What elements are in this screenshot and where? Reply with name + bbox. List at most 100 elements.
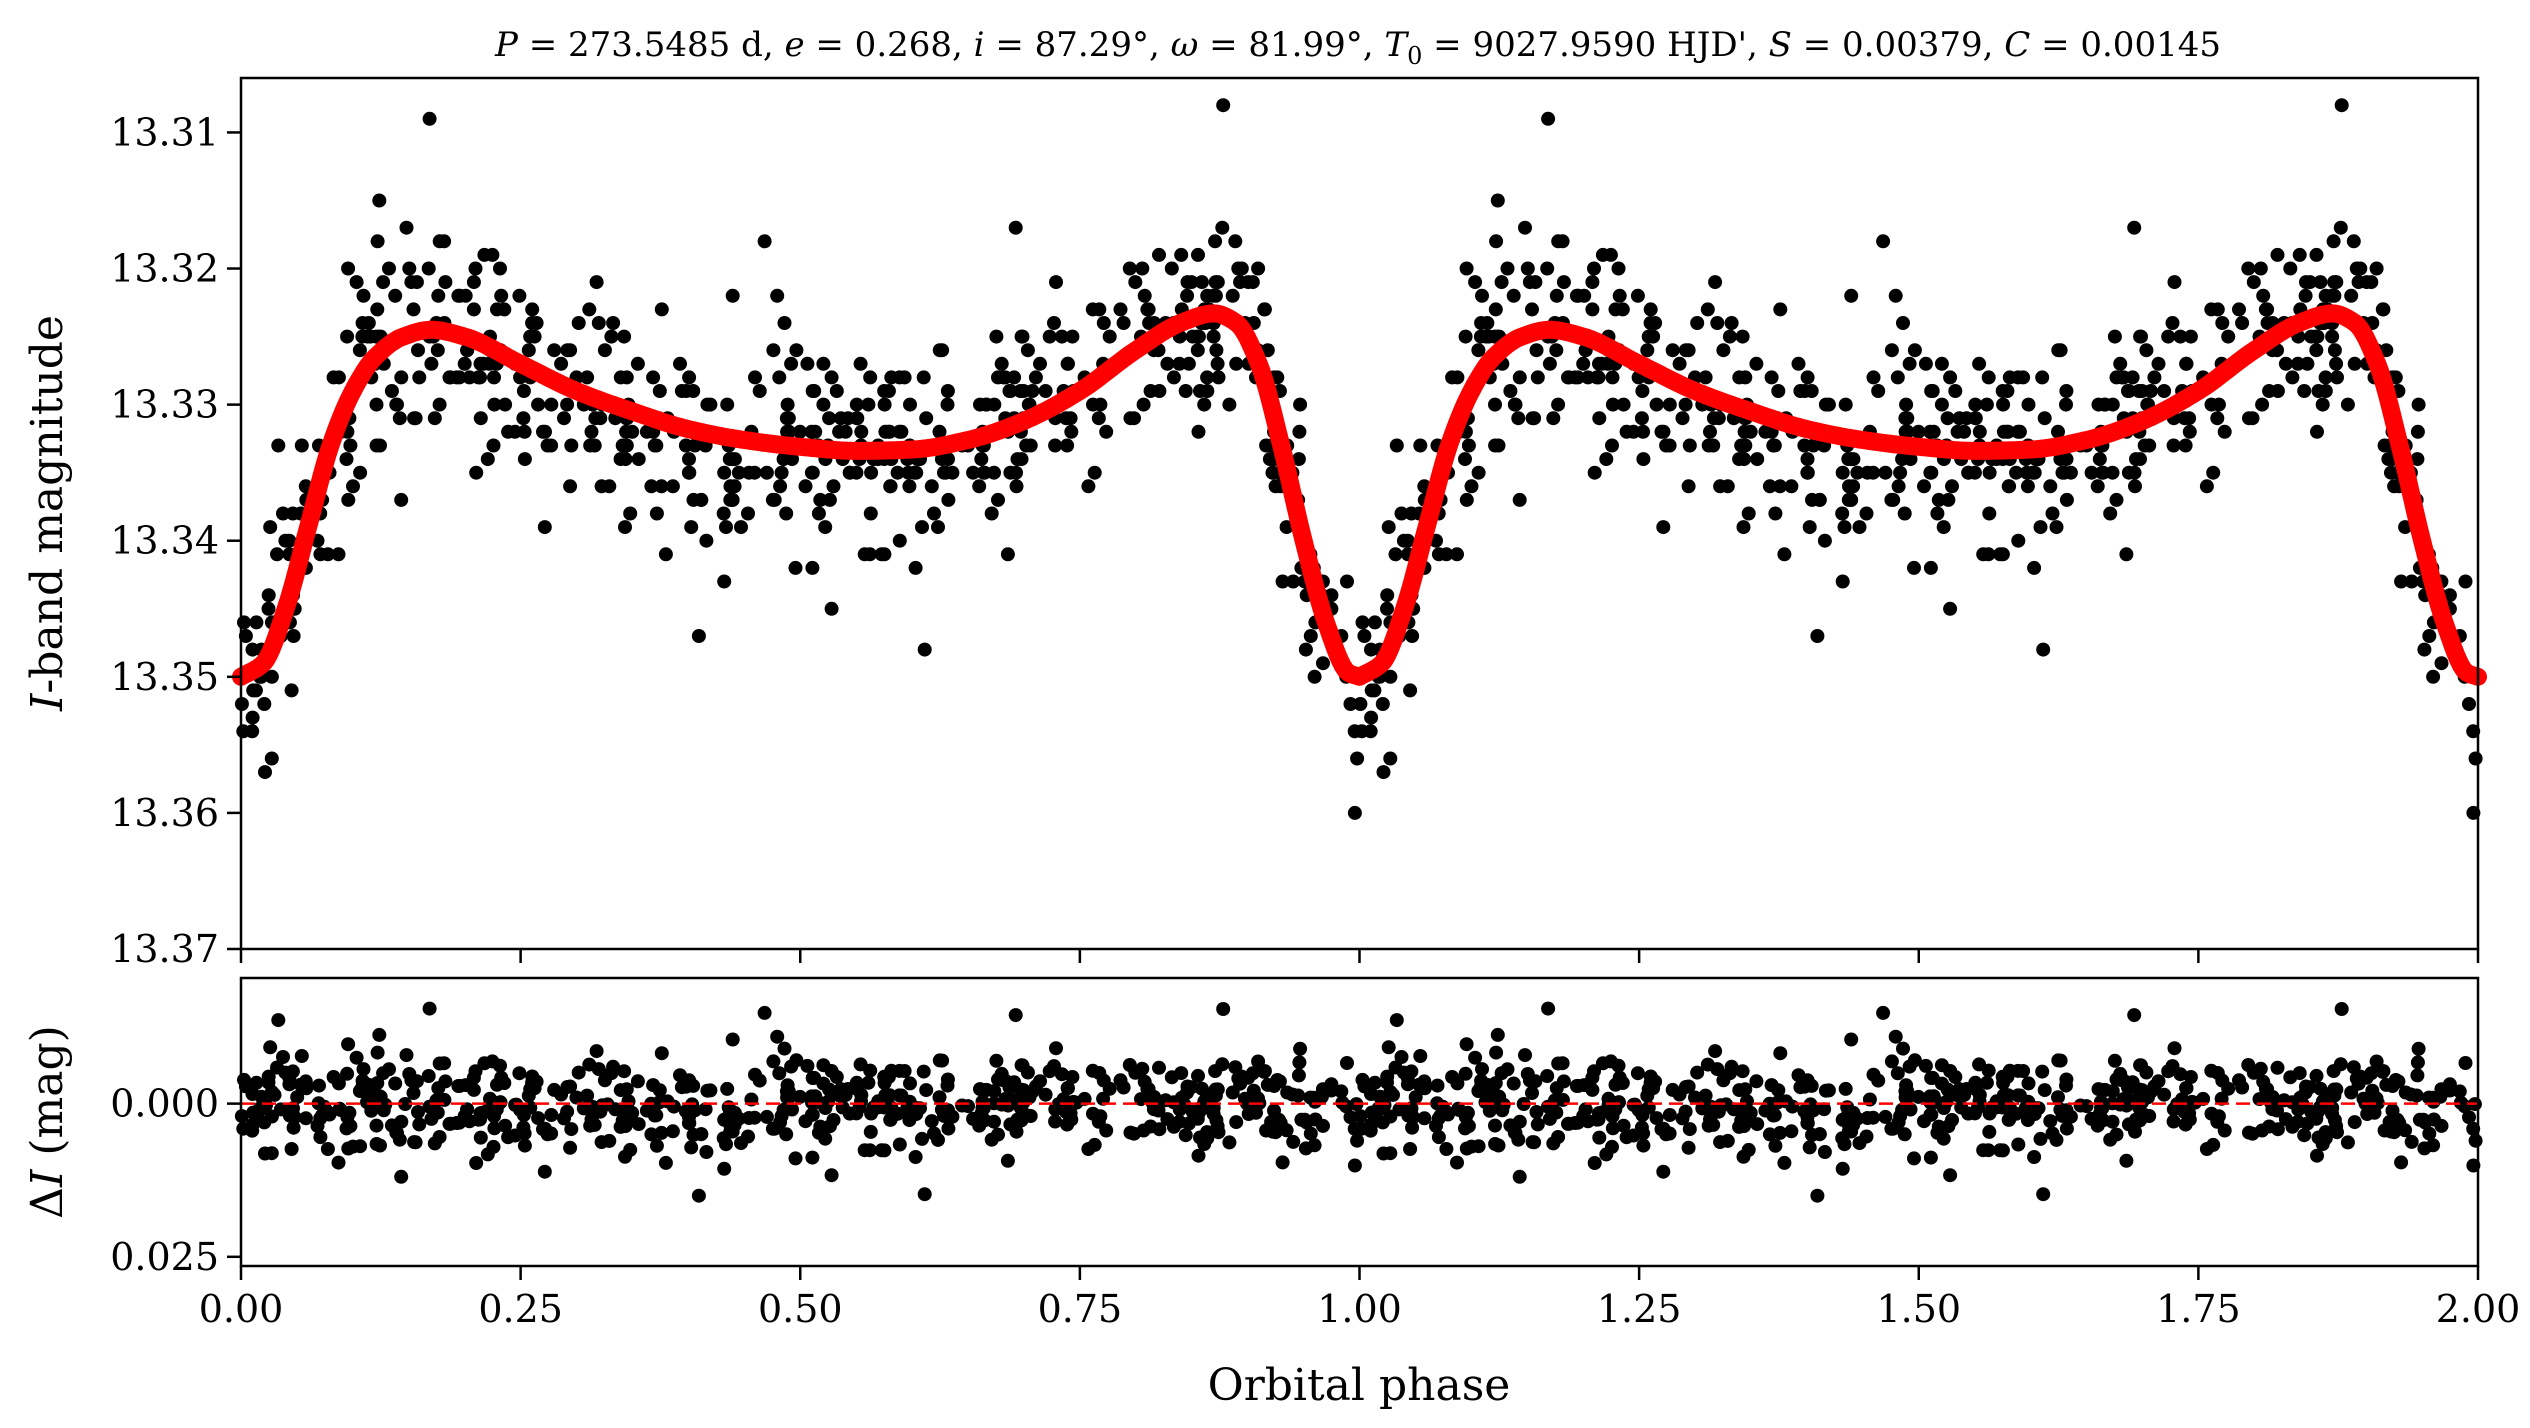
observation-points: [234, 98, 2483, 820]
observation-point: [284, 683, 299, 698]
residual-point: [1239, 1096, 1254, 1111]
observation-point: [747, 465, 762, 480]
x-tick-label: 0.00: [199, 1287, 284, 1331]
observation-point: [432, 397, 447, 412]
observation-point: [2157, 384, 2172, 398]
observation-point: [1722, 329, 1737, 344]
observation-point: [779, 506, 794, 521]
observation-point: [623, 506, 638, 521]
observation-point: [897, 370, 912, 385]
observation-point: [2016, 370, 2031, 385]
residual-point: [2059, 1103, 2074, 1118]
observation-point: [237, 615, 251, 630]
residual-point: [1835, 1112, 1850, 1127]
observation-point: [2121, 384, 2135, 398]
observation-point: [2422, 629, 2437, 643]
observation-point: [1316, 656, 1330, 671]
y-tick-label: 0.025: [110, 1235, 219, 1279]
observation-point: [877, 547, 892, 562]
residual-point: [1803, 1097, 1818, 1112]
residual-point: [1408, 1090, 1423, 1105]
residual-point: [987, 1084, 1002, 1099]
residual-point: [1475, 1062, 1489, 1077]
observation-point: [1713, 479, 1728, 494]
observation-point: [1972, 356, 1987, 371]
observation-point: [2329, 356, 2344, 371]
observation-point: [1527, 411, 1542, 426]
residual-point: [1999, 1088, 2014, 1103]
residual-point: [298, 1111, 313, 1126]
residual-point: [2027, 1150, 2042, 1164]
residual-point: [569, 1090, 584, 1105]
observation-point: [822, 492, 837, 507]
observation-point: [1773, 479, 1787, 494]
residual-point: [915, 1131, 929, 1146]
observation-point: [1500, 261, 1515, 276]
observation-point: [725, 492, 740, 507]
observation-point: [390, 397, 404, 412]
observation-point: [1907, 560, 1921, 575]
residual-point: [822, 1119, 837, 1134]
observation-point: [261, 601, 276, 616]
observation-point: [1275, 574, 1290, 589]
observation-point: [1940, 411, 1955, 426]
observation-point: [2253, 261, 2268, 276]
residual-point: [618, 1149, 632, 1164]
residual-point: [842, 1106, 857, 1121]
observation-point: [613, 370, 628, 385]
residual-point: [613, 1119, 628, 1134]
residual-point: [557, 1111, 571, 1126]
residual-point: [487, 1121, 502, 1136]
observation-point: [2009, 465, 2024, 480]
observation-point: [1981, 547, 1996, 562]
residual-point: [1948, 1070, 1963, 1084]
observation-point: [2327, 275, 2342, 290]
residual-point: [399, 1048, 414, 1063]
residual-point: [2059, 1072, 2074, 1087]
residual-point: [249, 1075, 264, 1090]
residual-point: [1722, 1066, 1737, 1081]
observation-point: [774, 465, 789, 480]
residual-point: [2210, 1066, 2225, 1080]
residual-point: [466, 1070, 481, 1085]
residual-point: [2291, 1102, 2306, 1117]
observation-point: [2466, 724, 2481, 739]
residual-point: [2107, 1053, 2122, 1068]
observation-point: [687, 438, 702, 453]
residual-point: [2344, 1085, 2359, 1100]
title-e: e: [784, 25, 804, 65]
observation-point: [430, 343, 445, 358]
observation-point: [861, 397, 876, 412]
residual-point: [341, 1037, 356, 1052]
residual-point: [2096, 1113, 2111, 1128]
residual-point: [2036, 1187, 2051, 1202]
observation-point: [2344, 288, 2359, 303]
residual-point: [805, 1071, 820, 1085]
observation-point: [2298, 288, 2313, 303]
residual-point: [1450, 1076, 1465, 1091]
observation-point: [494, 288, 509, 303]
observation-point: [654, 302, 669, 317]
observation-point: [1380, 601, 1394, 616]
observation-point: [684, 520, 699, 535]
residual-point: [1771, 1083, 1786, 1098]
observation-point: [1340, 574, 1354, 589]
residual-point: [2009, 1106, 2024, 1121]
observation-point: [777, 316, 792, 330]
residual-point: [2214, 1091, 2229, 1106]
residual-point: [1675, 1111, 1690, 1126]
residual-point: [890, 1106, 905, 1121]
observation-point: [1844, 288, 1859, 303]
residual-point: [2298, 1085, 2313, 1100]
observation-point: [800, 356, 815, 371]
residual-point: [1605, 1109, 1620, 1124]
residual-point: [1682, 1122, 1697, 1137]
observation-point: [2217, 424, 2232, 439]
residual-point: [757, 1005, 772, 1020]
observation-point: [2096, 465, 2111, 480]
observation-point: [1924, 384, 1939, 398]
residual-point: [2404, 1134, 2419, 1149]
residual-point: [1802, 1140, 1817, 1155]
observation-point: [2377, 438, 2392, 453]
residual-point: [1981, 1143, 1996, 1158]
